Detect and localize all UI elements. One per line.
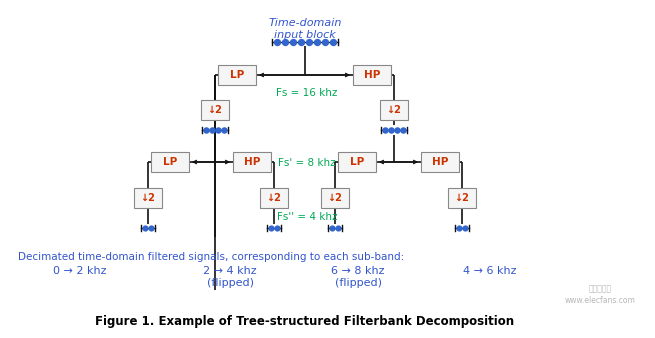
Point bbox=[392, 127, 402, 133]
FancyBboxPatch shape bbox=[201, 100, 229, 120]
Point bbox=[460, 225, 470, 231]
Text: HP: HP bbox=[244, 157, 260, 167]
Text: 2 → 4 khz
(flipped): 2 → 4 khz (flipped) bbox=[203, 266, 257, 288]
FancyBboxPatch shape bbox=[380, 100, 408, 120]
Point bbox=[213, 127, 223, 133]
FancyBboxPatch shape bbox=[151, 152, 189, 172]
Text: Figure 1. Example of Tree-structured Filterbank Decomposition: Figure 1. Example of Tree-structured Fil… bbox=[96, 315, 515, 328]
FancyBboxPatch shape bbox=[233, 152, 271, 172]
Text: ↓2: ↓2 bbox=[208, 105, 223, 115]
Text: Time-domain
input block: Time-domain input block bbox=[269, 18, 342, 41]
Point bbox=[219, 127, 229, 133]
FancyBboxPatch shape bbox=[218, 65, 256, 85]
Point bbox=[146, 225, 157, 231]
Point bbox=[328, 39, 338, 45]
Text: ↓2: ↓2 bbox=[141, 193, 155, 203]
Text: 6 → 8 khz
(flipped): 6 → 8 khz (flipped) bbox=[331, 266, 384, 288]
Text: Fs = 16 khz: Fs = 16 khz bbox=[276, 88, 338, 98]
Point bbox=[454, 225, 464, 231]
Point bbox=[380, 127, 390, 133]
Text: LP: LP bbox=[230, 70, 244, 80]
Point bbox=[296, 39, 307, 45]
Text: LP: LP bbox=[163, 157, 177, 167]
Point bbox=[201, 127, 212, 133]
Point bbox=[327, 225, 337, 231]
Point bbox=[312, 39, 322, 45]
Text: ↓2: ↓2 bbox=[328, 193, 343, 203]
FancyBboxPatch shape bbox=[134, 188, 162, 208]
Point bbox=[398, 127, 408, 133]
Text: LP: LP bbox=[350, 157, 364, 167]
Text: HP: HP bbox=[364, 70, 380, 80]
Text: Fs' = 8 khz: Fs' = 8 khz bbox=[278, 158, 336, 168]
Text: ↓2: ↓2 bbox=[455, 193, 470, 203]
FancyBboxPatch shape bbox=[321, 188, 349, 208]
FancyBboxPatch shape bbox=[260, 188, 288, 208]
Point bbox=[207, 127, 217, 133]
Point bbox=[266, 225, 276, 231]
Point bbox=[386, 127, 396, 133]
Point bbox=[272, 225, 282, 231]
Text: Fs'' = 4 khz: Fs'' = 4 khz bbox=[277, 212, 337, 222]
Text: 电子发烧友
www.elecfans.com: 电子发烧友 www.elecfans.com bbox=[565, 285, 635, 306]
FancyBboxPatch shape bbox=[448, 188, 476, 208]
FancyBboxPatch shape bbox=[421, 152, 459, 172]
Point bbox=[140, 225, 150, 231]
FancyBboxPatch shape bbox=[338, 152, 376, 172]
Point bbox=[280, 39, 290, 45]
FancyBboxPatch shape bbox=[353, 65, 391, 85]
Point bbox=[272, 39, 282, 45]
Text: ↓2: ↓2 bbox=[267, 193, 282, 203]
Text: Decimated time-domain filtered signals, corresponding to each sub-band:: Decimated time-domain filtered signals, … bbox=[18, 252, 404, 262]
Text: ↓2: ↓2 bbox=[386, 105, 402, 115]
Point bbox=[288, 39, 298, 45]
Point bbox=[333, 225, 343, 231]
Text: 4 → 6 khz: 4 → 6 khz bbox=[463, 266, 517, 276]
Text: HP: HP bbox=[432, 157, 448, 167]
Point bbox=[304, 39, 314, 45]
Point bbox=[320, 39, 330, 45]
Text: 0 → 2 khz: 0 → 2 khz bbox=[53, 266, 107, 276]
